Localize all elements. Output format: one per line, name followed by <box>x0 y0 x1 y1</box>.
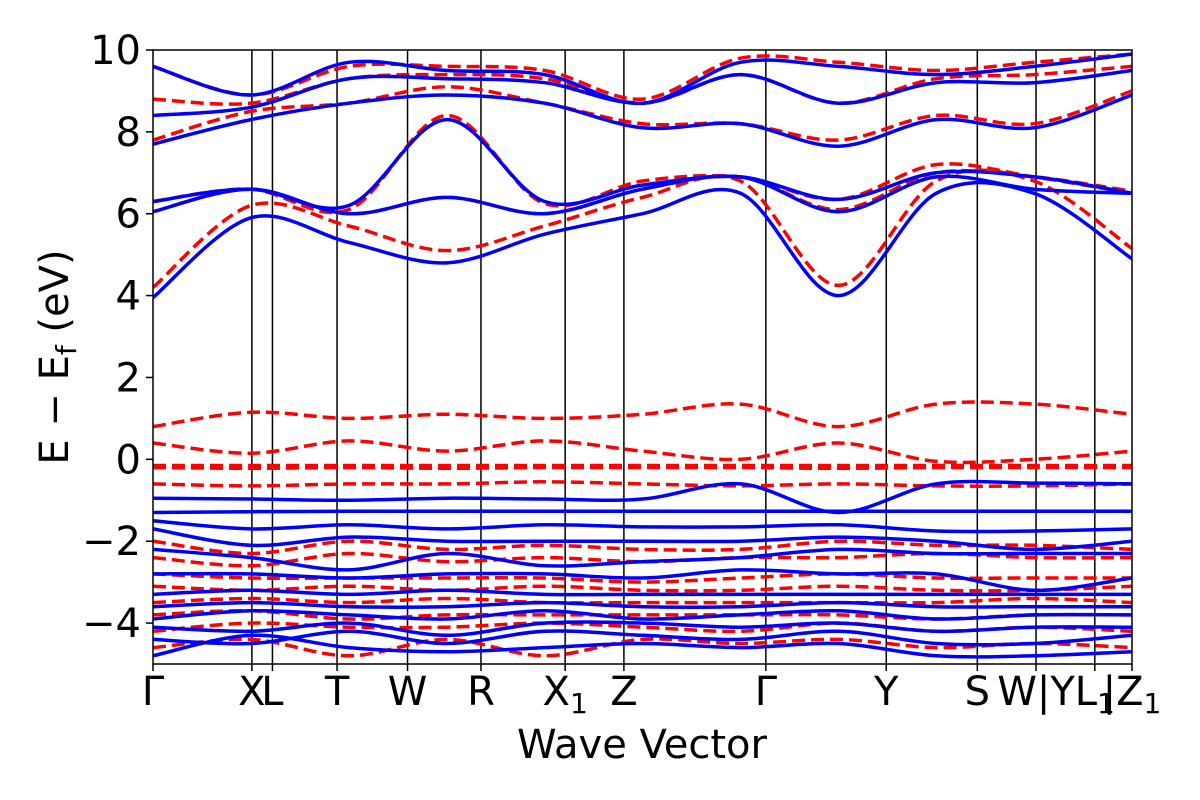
x-tick-label-7: Z <box>610 669 637 715</box>
x-tick-label-1: X <box>238 669 265 715</box>
band-line-solid-8 <box>153 518 1132 534</box>
x-tick-label-10: S <box>965 669 990 715</box>
x-tick-label-11: W|Y <box>997 669 1075 715</box>
band-line-solid-10 <box>153 547 1132 572</box>
x-tick-label-3: T <box>324 669 350 715</box>
y-axis-title-main: E − E <box>32 355 78 465</box>
y-axis-title-unit: (eV) <box>32 249 78 345</box>
y-axis-title: E − Ef (eV) <box>32 249 83 464</box>
x-tick-label-2: L <box>261 669 284 715</box>
band-line-dashed-5 <box>153 52 1132 101</box>
band-line-dashed-18 <box>153 637 1132 658</box>
x-tick-label-9: Y <box>873 669 899 715</box>
y-tick-label-2: 0 <box>116 437 141 483</box>
x-tick-label-5: R <box>467 669 495 715</box>
band-line-solid-17 <box>153 633 1132 659</box>
y-axis-title-subscript: f <box>50 344 83 355</box>
y-tick-label-3: 2 <box>116 355 141 401</box>
x-tick-label-12: L1 <box>1075 669 1115 720</box>
x-tick-label-0: Γ <box>142 669 165 715</box>
band-line-solid-9 <box>153 527 1132 552</box>
y-tick-label-1: −2 <box>82 519 141 565</box>
band-line-dashed-7 <box>153 439 1132 465</box>
band-lines <box>153 52 1132 659</box>
x-axis-ticks: Γ XL T W R X1 Z Γ Y S W|Y L1|Z1 <box>142 664 1162 720</box>
band-line-solid-16 <box>153 629 1132 647</box>
y-axis-ticks: −4 −2 0 2 4 6 8 10 <box>82 28 153 647</box>
y-tick-label-7: 10 <box>90 28 141 74</box>
plot-area <box>153 50 1132 664</box>
band-line-solid-5 <box>153 52 1132 105</box>
x-tick-label-6: X1 <box>543 669 588 720</box>
x-tick-label-4: W <box>388 669 428 715</box>
band-line-solid-3 <box>153 93 1132 148</box>
y-tick-label-4: 4 <box>116 274 141 320</box>
band-line-solid-6 <box>153 479 1132 515</box>
band-line-solid-13 <box>153 600 1132 609</box>
x-tick-label-8: Γ <box>755 669 778 715</box>
kpath-divider-lines <box>251 50 1096 664</box>
band-line-solid-15 <box>153 620 1132 638</box>
band-line-solid-11 <box>153 568 1132 593</box>
y-tick-label-0: −4 <box>82 601 141 647</box>
x-axis-title: Wave Vector <box>517 722 768 768</box>
band-line-solid-12 <box>153 588 1132 597</box>
band-line-solid-0 <box>153 180 1132 299</box>
band-line-solid-7 <box>153 509 1132 515</box>
band-line-solid-2 <box>153 117 1132 211</box>
band-line-solid-14 <box>153 608 1132 621</box>
y-tick-label-6: 8 <box>116 110 141 156</box>
x-tick-label-13: |Z1 <box>1103 669 1162 720</box>
band-line-dashed-6 <box>153 400 1132 429</box>
plot-frame <box>152 49 1133 665</box>
y-tick-label-5: 6 <box>116 192 141 238</box>
